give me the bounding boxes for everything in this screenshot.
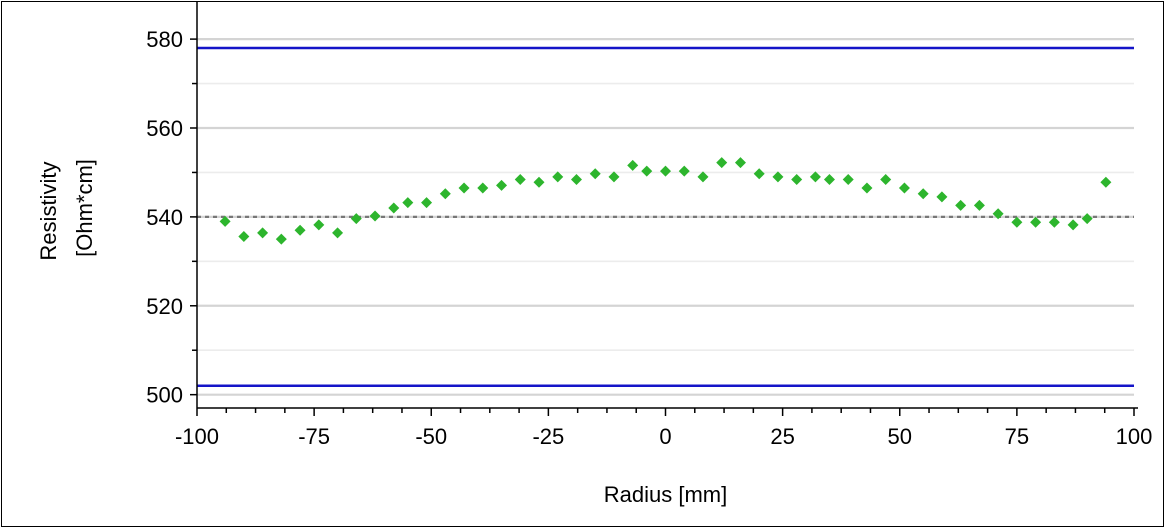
data-point	[369, 210, 381, 222]
x-tick-label: 75	[1005, 424, 1029, 449]
data-points	[219, 157, 1112, 245]
y-tick-label: 540	[146, 205, 183, 230]
data-point	[388, 202, 400, 214]
data-point	[439, 188, 451, 200]
data-point	[809, 171, 821, 183]
x-tick-label: 50	[888, 424, 912, 449]
data-point	[716, 157, 728, 169]
data-point	[350, 213, 362, 225]
x-tick-label: 0	[659, 424, 671, 449]
data-point	[697, 171, 709, 183]
data-point	[1081, 213, 1093, 225]
data-point	[973, 199, 985, 211]
data-point	[458, 182, 470, 194]
data-point	[917, 188, 929, 200]
data-point	[627, 159, 639, 171]
grid-lines	[197, 38, 1134, 396]
axis-labels: Radius [mm] Resistivity [Ohm*cm]	[36, 155, 727, 507]
data-point	[294, 224, 306, 236]
data-point	[332, 227, 344, 239]
data-point	[936, 191, 948, 203]
data-point	[533, 176, 545, 188]
data-point	[641, 165, 653, 177]
y-tick-label: 580	[146, 27, 183, 52]
x-tick-label: 100	[1116, 424, 1153, 449]
reference-lines	[197, 46, 1134, 388]
y-axis-title-line-1: Resistivity	[36, 162, 61, 261]
data-point	[496, 179, 508, 191]
data-point	[1100, 176, 1112, 188]
data-point	[421, 197, 433, 209]
data-point	[1030, 216, 1042, 228]
data-point	[477, 182, 489, 194]
data-point	[219, 215, 231, 227]
data-point	[552, 171, 564, 183]
x-tick-label: -100	[175, 424, 219, 449]
data-point	[1067, 219, 1079, 231]
data-point	[753, 168, 765, 180]
data-point	[992, 208, 1004, 220]
y-tick-label: 560	[146, 116, 183, 141]
x-tick-label: -75	[298, 424, 330, 449]
data-point	[734, 157, 746, 169]
data-point	[678, 165, 690, 177]
data-point	[955, 199, 967, 211]
y-tick-label: 520	[146, 294, 183, 319]
data-point	[275, 233, 287, 245]
data-point	[842, 174, 854, 186]
data-point	[608, 171, 620, 183]
x-tick-label: -50	[415, 424, 447, 449]
data-point	[570, 174, 582, 186]
y-axis-title-line-2: [Ohm*cm]	[72, 159, 97, 257]
axes: 500 520 540 560 580 -100 -75 -50 -25 0 25 50 75 100	[146, 2, 1152, 449]
data-point	[772, 171, 784, 183]
data-point	[402, 197, 414, 209]
x-tick-label: -25	[532, 424, 564, 449]
data-point	[1011, 216, 1023, 228]
data-point	[1048, 216, 1060, 228]
data-point	[898, 182, 910, 194]
data-point	[660, 165, 671, 177]
y-axis-title: Resistivity [Ohm*cm]	[36, 155, 97, 260]
data-point	[861, 182, 873, 194]
y-tick-label: 500	[146, 383, 183, 408]
data-point	[514, 174, 526, 186]
x-tick-label: 25	[770, 424, 794, 449]
data-point	[880, 174, 892, 186]
data-point	[313, 219, 325, 231]
data-point	[823, 174, 835, 186]
data-point	[791, 174, 803, 186]
data-point	[257, 227, 269, 239]
x-axis-title: Radius [mm]	[604, 482, 727, 507]
data-point	[589, 168, 601, 180]
data-point	[238, 230, 250, 242]
